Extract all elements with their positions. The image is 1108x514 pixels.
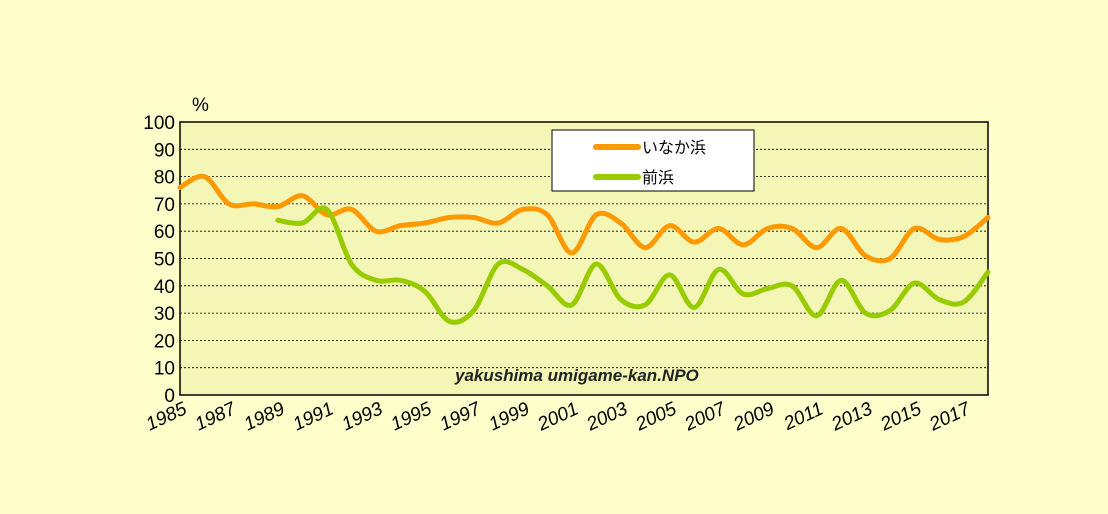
x-tick-label: 2017 <box>926 398 975 436</box>
watermark-text: yakushima umigame-kan.NPO <box>454 366 699 385</box>
legend: いなか浜 前浜 <box>551 129 755 192</box>
x-axis-ticks: 1985 1987 1989 1991 1993 1995 1997 1999 2001 2003… <box>143 398 975 436</box>
x-tick-label: 2013 <box>828 398 876 436</box>
x-tick-label: 2001 <box>534 398 582 435</box>
y-tick-label: 80 <box>154 168 175 189</box>
y-tick-label: 10 <box>154 359 175 380</box>
x-tick-label: 1997 <box>437 398 485 436</box>
legend-label-series-2: 前浜 <box>642 169 674 187</box>
x-tick-label: 1987 <box>192 398 240 436</box>
series-line-1 <box>177 173 991 264</box>
y-tick-label: 100 <box>143 113 175 134</box>
x-tick-label: 1995 <box>388 398 436 435</box>
y-tick-label: 70 <box>154 195 175 216</box>
series-line-2 <box>275 205 991 325</box>
x-tick-label: 1991 <box>290 398 337 435</box>
legend-label-series-1: いなか浜 <box>642 139 706 157</box>
y-axis-ticks: 0 10 20 30 40 50 60 70 80 90 100 <box>143 113 175 407</box>
y-tick-label: 90 <box>154 140 175 161</box>
y-axis-unit-label: % <box>192 95 209 116</box>
legend-box <box>551 129 755 192</box>
y-tick-label: 0 <box>164 386 175 407</box>
x-tick-label: 2005 <box>632 398 680 436</box>
y-tick-label: 40 <box>154 277 175 298</box>
series-lines <box>177 173 991 325</box>
x-tick-label: 1989 <box>241 398 289 435</box>
y-tick-label: 20 <box>154 331 175 352</box>
x-tick-label: 2009 <box>730 398 778 436</box>
x-tick-label: 2015 <box>877 398 925 436</box>
x-tick-label: 2007 <box>681 398 730 436</box>
y-tick-label: 60 <box>154 222 175 243</box>
x-tick-label: 1993 <box>339 398 387 435</box>
x-tick-label: 1999 <box>486 398 534 435</box>
x-tick-label: 2003 <box>583 398 631 436</box>
x-tick-label: 2011 <box>780 398 827 435</box>
y-tick-label: 50 <box>154 250 175 271</box>
y-tick-label: 30 <box>154 304 175 325</box>
